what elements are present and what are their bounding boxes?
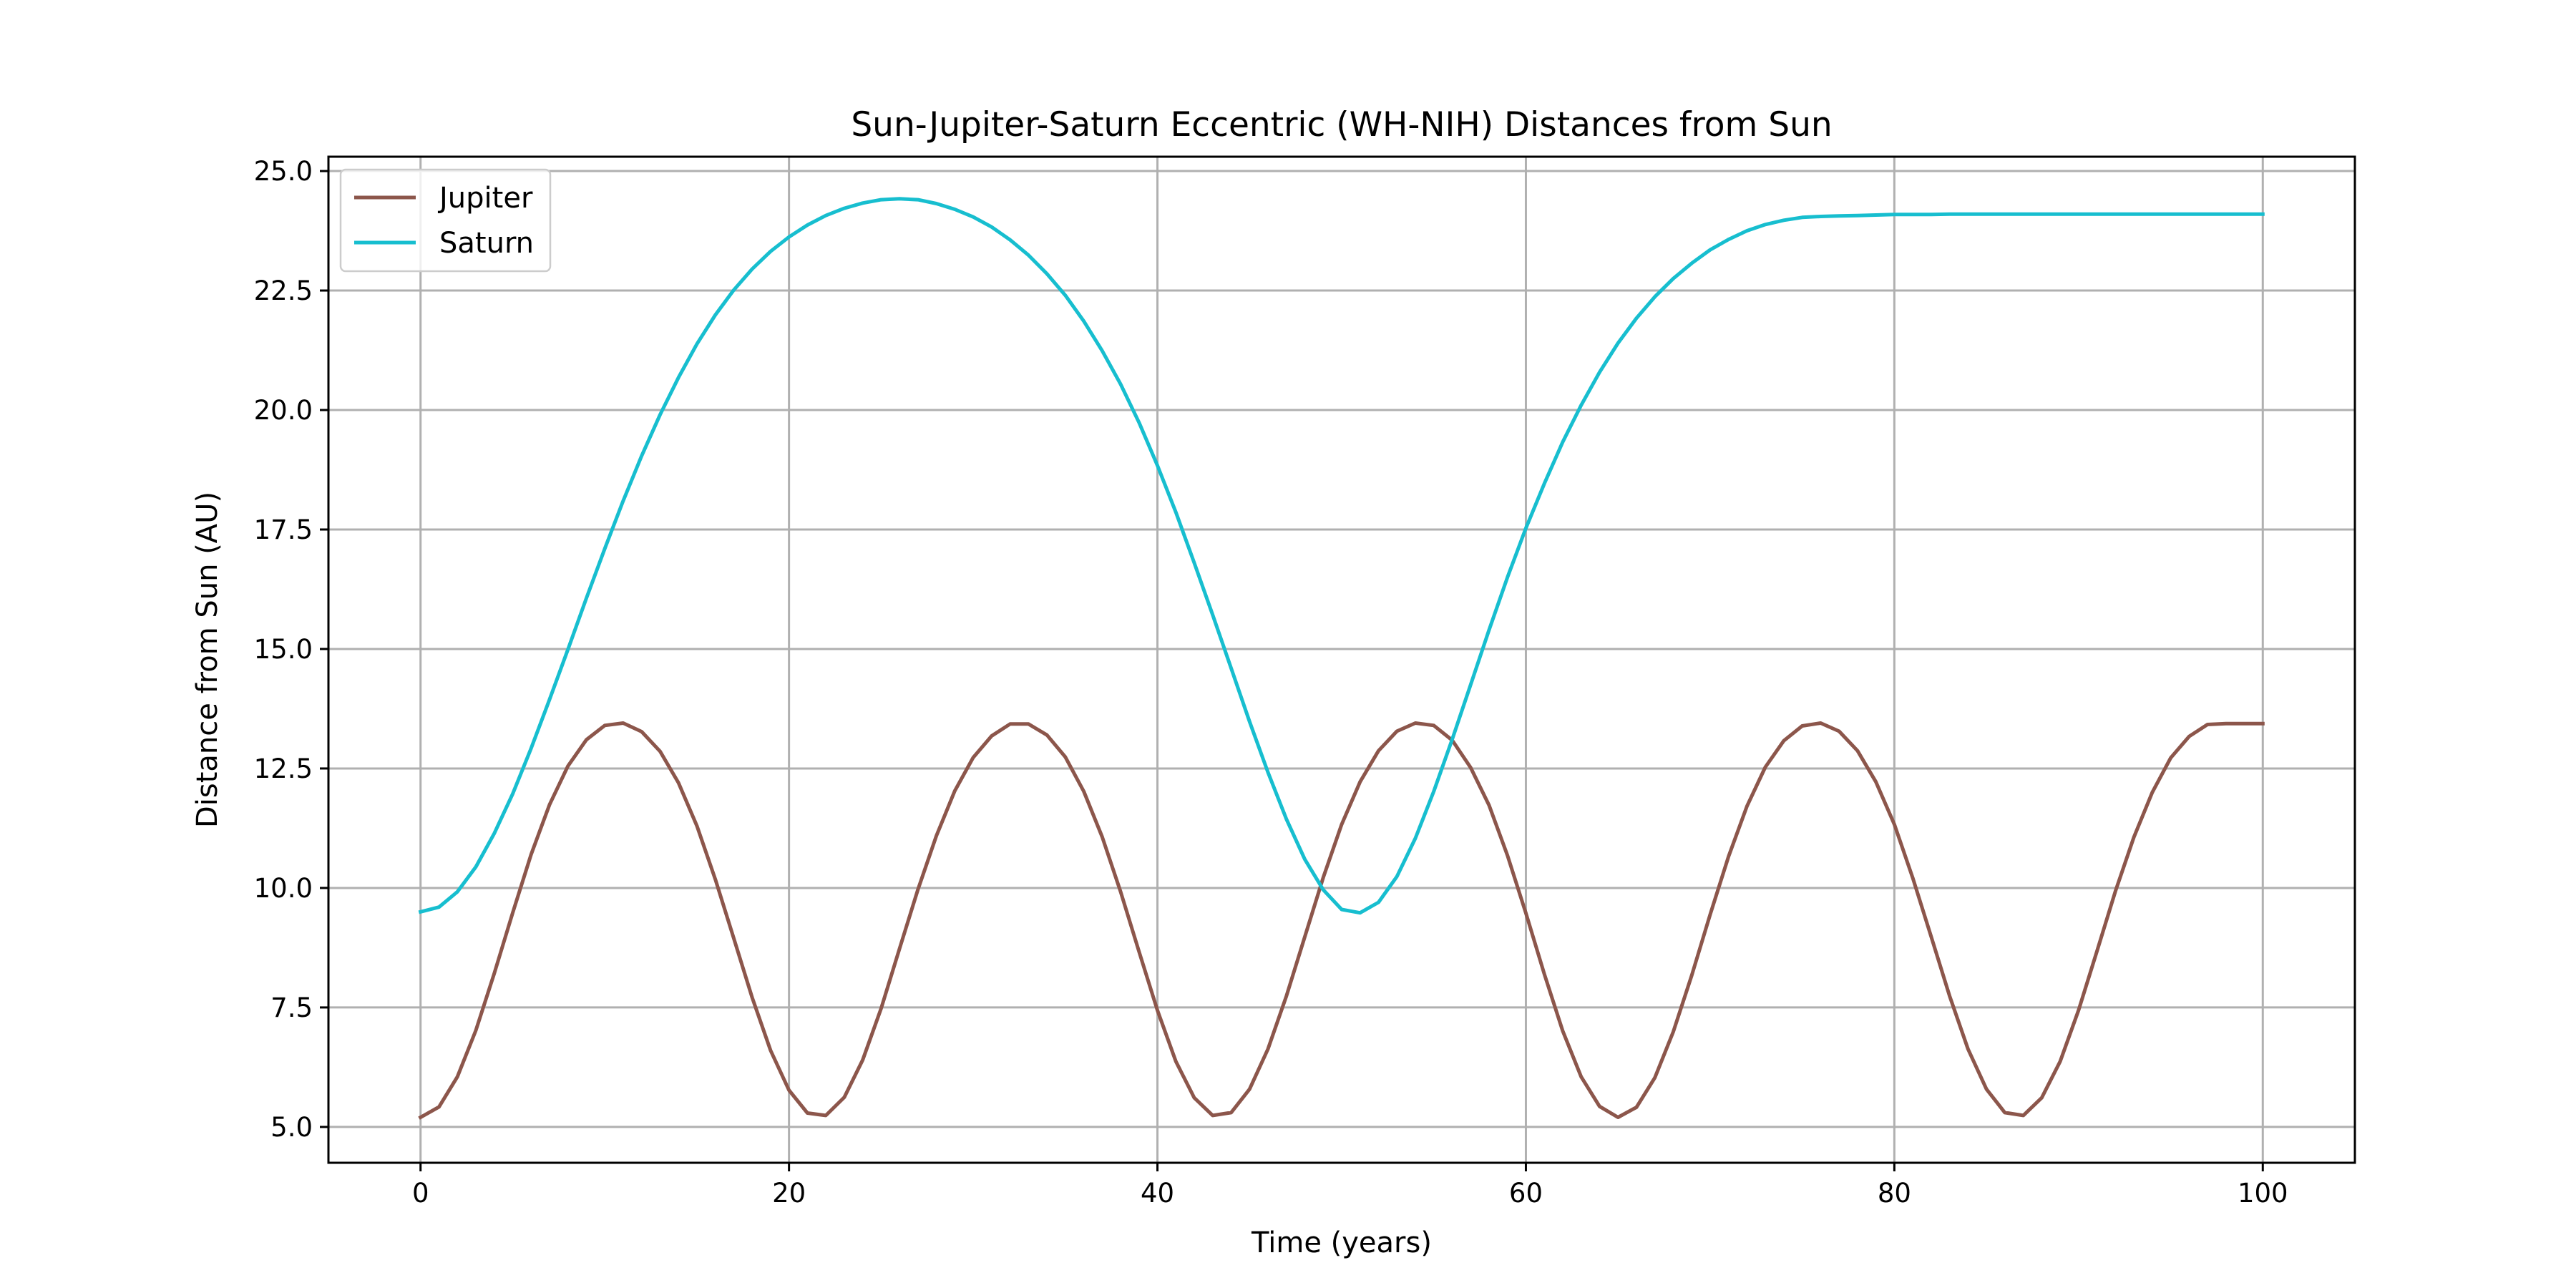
y-tick-label: 10.0 <box>254 873 313 904</box>
series-lines <box>418 197 2265 1120</box>
legend-box <box>339 168 552 273</box>
y-tick-label: 5.0 <box>270 1112 313 1143</box>
plot-area-frame <box>327 155 2356 1164</box>
series-line-saturn <box>418 197 2265 915</box>
x-tick-label: 80 <box>1878 1178 1911 1209</box>
legend-label-saturn: Saturn <box>439 227 534 260</box>
x-tick-label: 20 <box>772 1178 806 1209</box>
y-tick-label: 22.5 <box>254 275 313 306</box>
y-axis-label: Distance from Sun (AU) <box>191 492 224 828</box>
legend-label-jupiter: Jupiter <box>437 182 533 215</box>
x-tick-label: 0 <box>412 1178 429 1209</box>
x-tick-label: 60 <box>1509 1178 1543 1209</box>
y-tick-label: 17.5 <box>254 514 313 545</box>
x-tick-label: 100 <box>2238 1178 2288 1209</box>
x-axis-label: Time (years) <box>1251 1226 1432 1259</box>
y-tick-label: 20.0 <box>254 395 313 426</box>
x-tick-label: 40 <box>1141 1178 1174 1209</box>
y-tick-label: 12.5 <box>254 753 313 784</box>
y-tick-label: 7.5 <box>270 992 313 1023</box>
y-tick-label: 25.0 <box>254 156 313 187</box>
y-tick-label: 15.0 <box>254 634 313 665</box>
series-line-jupiter <box>418 721 2265 1120</box>
y-axis-ticks: 5.0 7.5 10.0 12.5 15.0 17.5 20.0 22.5 25.0 <box>254 156 328 1143</box>
chart-title: Sun-Jupiter-Saturn Eccentric (WH-NIH) Di… <box>851 105 1832 145</box>
legend: Jupiter Saturn <box>339 168 552 273</box>
x-axis-ticks: 0 20 40 60 80 100 <box>412 1163 2288 1209</box>
grid <box>328 157 2355 1163</box>
